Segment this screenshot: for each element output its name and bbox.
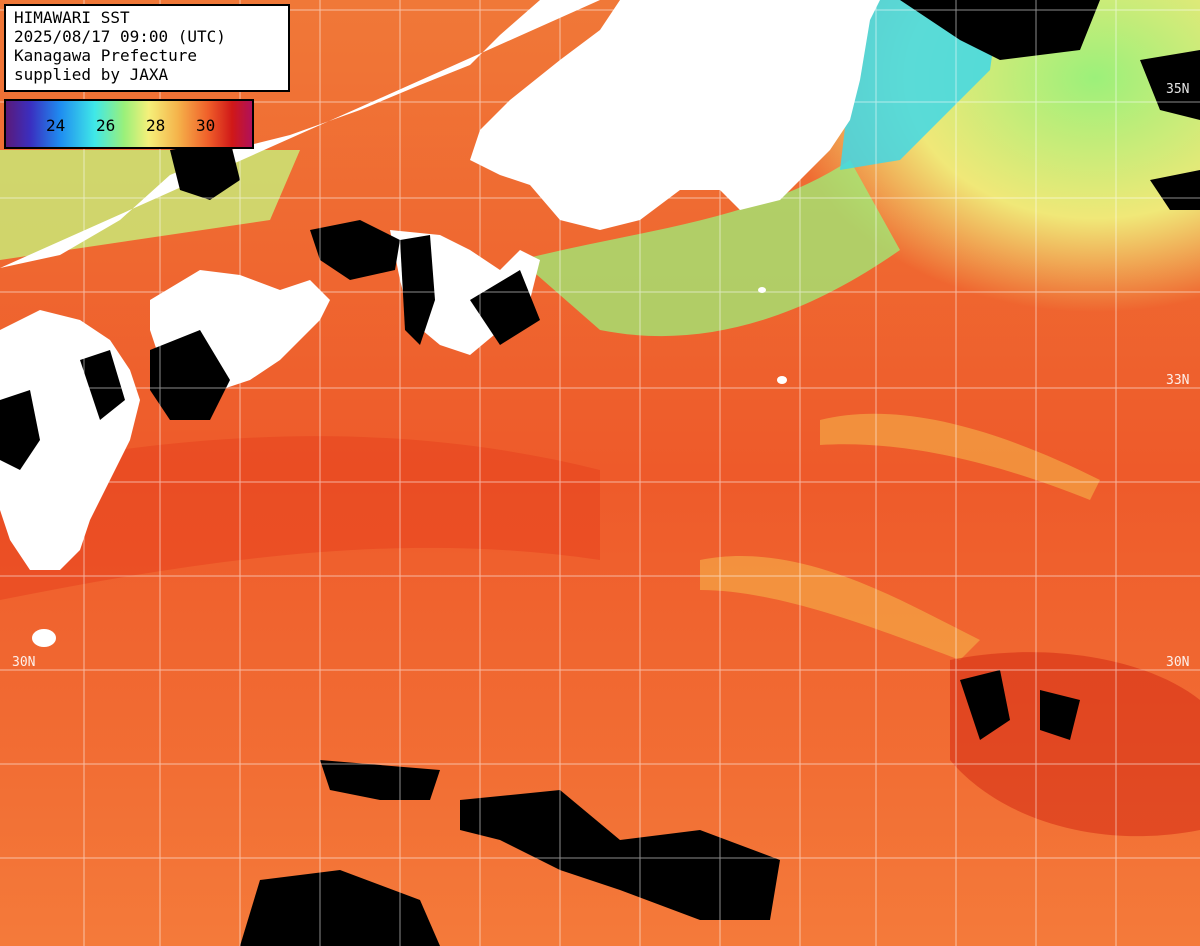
warm-band — [0, 436, 600, 600]
ne-cyan-patch — [840, 0, 1000, 170]
product-title: HIMAWARI SST — [14, 8, 130, 27]
color-scale-legend: 24 26 28 30 — [4, 99, 254, 149]
lat-label-33n-right: 33N — [1166, 373, 1190, 388]
lat-label-35n-right: 35N — [1166, 82, 1190, 97]
lat-label-30n-left: 30N — [12, 655, 36, 670]
data-credit: supplied by JAXA — [14, 65, 169, 84]
observation-time: 2025/08/17 09:00 (UTC) — [14, 27, 226, 46]
land-honshu — [0, 0, 880, 268]
provider-prefecture: Kanagawa Prefecture — [14, 46, 198, 65]
lat-label-30n-right: 30N — [1166, 655, 1190, 670]
legend-tick-26: 26 — [96, 116, 116, 135]
deep-red-patch — [950, 652, 1200, 837]
legend-tick-28: 28 — [146, 116, 166, 135]
legend-tick-30: 30 — [196, 116, 216, 135]
legend-tick-24: 24 — [46, 116, 66, 135]
info-box: HIMAWARI SST 2025/08/17 09:00 (UTC) Kana… — [4, 4, 290, 92]
lat-label-33-left: 33 — [10, 373, 26, 388]
